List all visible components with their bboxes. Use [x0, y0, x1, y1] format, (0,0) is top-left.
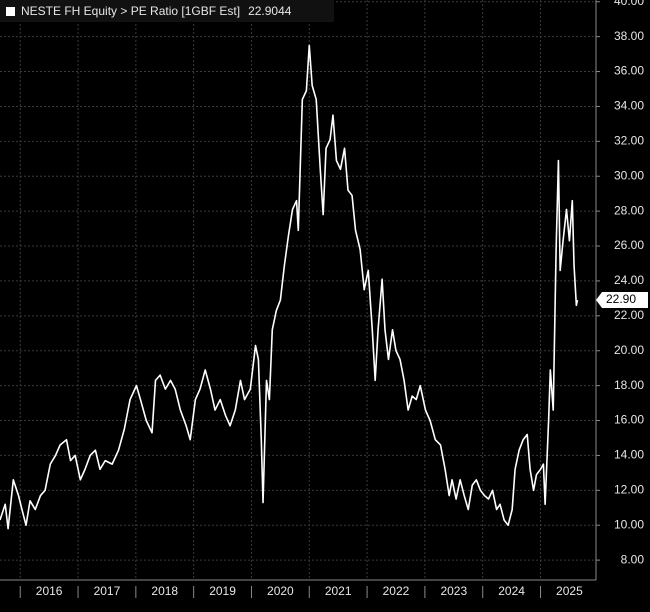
x-tick-label: 2021 — [325, 584, 352, 598]
last-value-label: 22.90 — [606, 292, 636, 306]
y-tick-label: 40.00 — [614, 0, 644, 8]
legend-swatch — [6, 7, 15, 16]
y-tick-label: 20.00 — [614, 343, 644, 357]
y-tick-label: 18.00 — [614, 378, 644, 392]
x-tick-label: 2022 — [383, 584, 410, 598]
y-tick-label: 12.00 — [614, 482, 644, 496]
y-tick-label: 14.00 — [614, 448, 644, 462]
last-value-marker — [596, 292, 648, 309]
y-tick-label: 30.00 — [614, 168, 644, 182]
series-line — [0, 44, 579, 530]
x-tick-label: 2024 — [498, 584, 525, 598]
x-tick-label: 2017 — [94, 584, 121, 598]
x-tick-label: 2019 — [209, 584, 236, 598]
y-tick-label: 8.00 — [621, 552, 645, 566]
plot-area — [0, 44, 579, 530]
y-tick-label: 28.00 — [614, 203, 644, 217]
y-tick-label: 16.00 — [614, 413, 644, 427]
x-tick-label: 2023 — [440, 584, 467, 598]
y-tick-label: 10.00 — [614, 517, 644, 531]
axes: 8.00 10.00 12.00 14.00 16.00 18.00 20.00 22.00 2… — [0, 0, 648, 598]
x-tick-label: 2025 — [556, 584, 583, 598]
y-tick-label: 22.00 — [614, 308, 644, 322]
y-tick-label: 24.00 — [614, 273, 644, 287]
legend-box — [0, 0, 334, 22]
grid — [0, 0, 596, 580]
y-tick-label: 32.00 — [614, 134, 644, 148]
legend: NESTE FH Equity > PE Ratio [1GBF Est] 22… — [0, 0, 334, 22]
x-tick-label: 2016 — [36, 584, 63, 598]
x-tick-label: 2020 — [267, 584, 294, 598]
y-tick-label: 26.00 — [614, 238, 644, 252]
x-tick-label: 2018 — [151, 584, 178, 598]
y-tick-label: 38.00 — [614, 29, 644, 43]
legend-value: 22.9044 — [248, 4, 292, 18]
y-tick-label: 36.00 — [614, 64, 644, 78]
y-tick-label: 34.00 — [614, 99, 644, 113]
legend-label: NESTE FH Equity > PE Ratio [1GBF Est] — [21, 4, 240, 18]
